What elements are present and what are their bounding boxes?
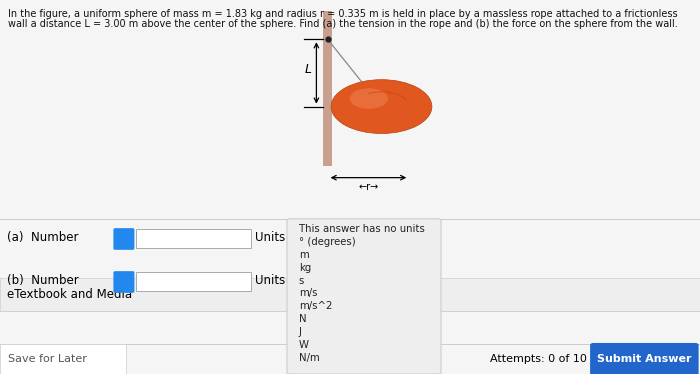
Text: s: s bbox=[299, 276, 304, 286]
FancyBboxPatch shape bbox=[113, 271, 134, 293]
Text: Submit Answer: Submit Answer bbox=[597, 354, 692, 364]
Text: Units: Units bbox=[256, 274, 286, 287]
Text: kg: kg bbox=[299, 263, 311, 273]
Text: J: J bbox=[299, 327, 302, 337]
Text: N: N bbox=[299, 314, 307, 324]
Text: Attempts: 0 of 10 used: Attempts: 0 of 10 used bbox=[490, 354, 617, 364]
Text: In the figure, a uniform sphere of mass m = 1.83 kg and radius r = 0.335 m is he: In the figure, a uniform sphere of mass … bbox=[8, 9, 678, 19]
Text: N/m: N/m bbox=[299, 353, 320, 363]
FancyBboxPatch shape bbox=[0, 278, 700, 311]
Circle shape bbox=[350, 88, 388, 109]
Text: (b)  Number: (b) Number bbox=[7, 274, 78, 287]
Text: i: i bbox=[122, 276, 126, 285]
Text: L: L bbox=[304, 63, 312, 76]
FancyBboxPatch shape bbox=[590, 343, 699, 374]
Text: m/s^2: m/s^2 bbox=[299, 301, 332, 312]
FancyBboxPatch shape bbox=[323, 11, 332, 166]
Text: m/s: m/s bbox=[299, 288, 317, 298]
Text: ° (degrees): ° (degrees) bbox=[299, 237, 356, 247]
Text: W: W bbox=[299, 340, 309, 350]
Text: ←r→: ←r→ bbox=[358, 182, 379, 192]
Text: eTextbook and Media: eTextbook and Media bbox=[7, 288, 132, 301]
FancyBboxPatch shape bbox=[0, 344, 126, 374]
Text: Units: Units bbox=[256, 231, 286, 244]
FancyBboxPatch shape bbox=[113, 228, 134, 250]
Text: i: i bbox=[122, 233, 126, 242]
FancyBboxPatch shape bbox=[287, 219, 441, 374]
Text: Save for Later: Save for Later bbox=[8, 354, 88, 364]
FancyBboxPatch shape bbox=[136, 229, 251, 248]
Text: ✓: ✓ bbox=[289, 233, 298, 242]
Text: wall a distance L = 3.00 m above the center of the sphere. Find (a) the tension : wall a distance L = 3.00 m above the cen… bbox=[8, 19, 678, 30]
FancyBboxPatch shape bbox=[136, 272, 251, 291]
Circle shape bbox=[331, 80, 432, 134]
Text: This answer has no units: This answer has no units bbox=[299, 224, 425, 234]
Text: (a)  Number: (a) Number bbox=[7, 231, 78, 244]
Text: m: m bbox=[299, 250, 309, 260]
